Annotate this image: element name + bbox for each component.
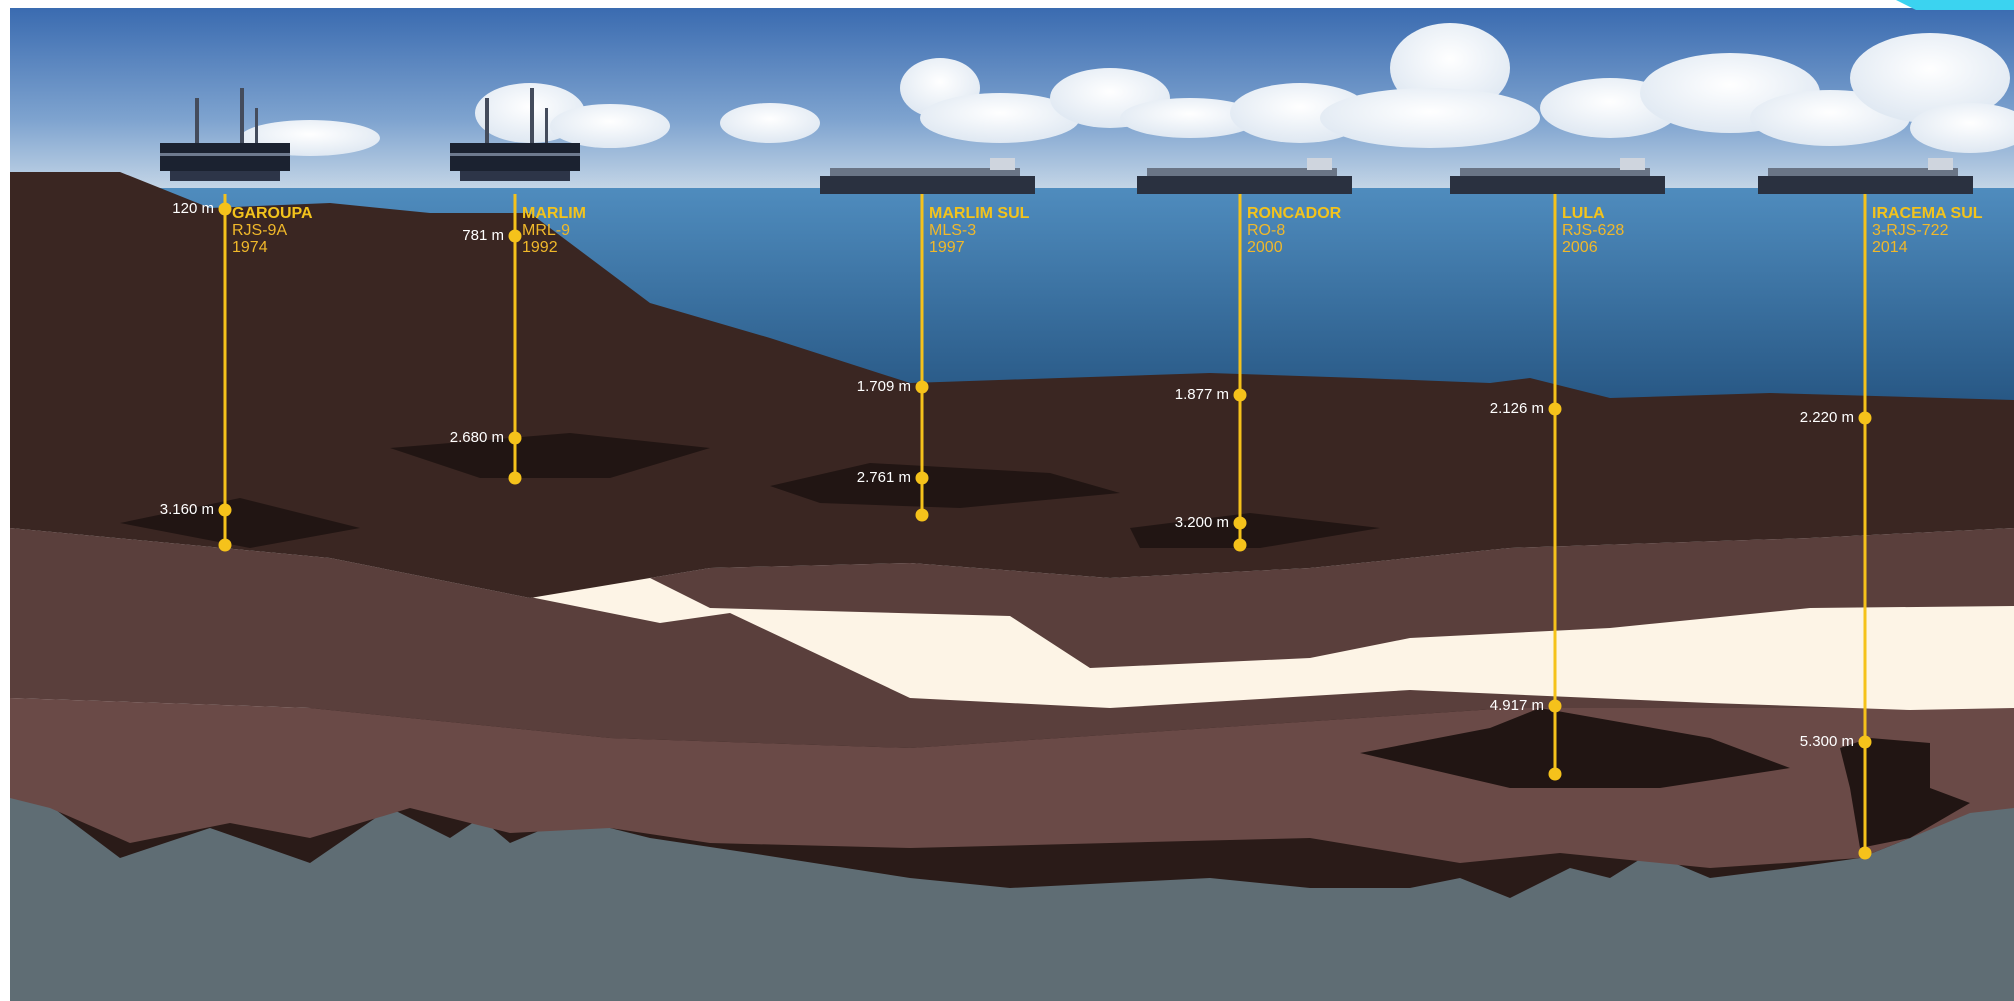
well-lines — [218, 194, 1872, 860]
field-name: LULA — [1562, 205, 1605, 222]
field-label-lula: LULA RJS-628 2006 — [1562, 205, 1624, 256]
platforms — [160, 88, 1973, 194]
reservoirs — [120, 433, 1970, 848]
field-year: 2000 — [1247, 239, 1283, 256]
field-label-roncador: RONCADOR RO-8 2000 — [1247, 205, 1341, 256]
depth-label: 2.126 m — [1489, 400, 1544, 417]
field-label-marlim-sul: MARLIM SUL MLS-3 1997 — [929, 205, 1029, 256]
fpso-ship-icon — [1137, 158, 1352, 194]
well-marker — [218, 538, 232, 552]
depth-label: 2.680 m — [449, 429, 504, 446]
field-label-marlim: MARLIM MRL-9 1992 — [522, 205, 586, 256]
well-marker — [1233, 538, 1247, 552]
field-name: RONCADOR — [1247, 205, 1342, 222]
field-name: GAROUPA — [232, 205, 313, 222]
cross-section-scene — [10, 8, 2014, 1001]
well-marker — [1548, 767, 1562, 781]
well-code: MLS-3 — [929, 222, 977, 239]
field-year: 1974 — [232, 239, 268, 256]
field-year: 1997 — [929, 239, 965, 256]
well-code: RJS-628 — [1562, 222, 1625, 239]
field-name: MARLIM — [522, 205, 586, 222]
field-year: 1992 — [522, 239, 558, 256]
well-marker — [218, 503, 232, 517]
well-code: MRL-9 — [522, 222, 571, 239]
depth-label: 2.761 m — [856, 469, 911, 486]
well-marker — [508, 431, 522, 445]
depth-label: 2.220 m — [1799, 409, 1854, 426]
field-label-garoupa: GAROUPA RJS-9A 1974 — [232, 205, 313, 256]
well-marker — [915, 380, 929, 394]
well-marker — [1858, 411, 1872, 425]
field-year: 2014 — [1872, 239, 1908, 256]
well-marker — [1548, 402, 1562, 416]
well-marker — [915, 471, 929, 485]
depth-label: 781 m — [462, 227, 504, 244]
field-name: MARLIM SUL — [929, 205, 1030, 222]
corner-accent — [1896, 0, 2014, 10]
well-marker — [508, 229, 522, 243]
diagram-frame: GAROUPA RJS-9A 1974 MARLIM MRL-9 1992 MA… — [10, 8, 2014, 1001]
clouds — [240, 23, 2014, 156]
depth-label: 1.877 m — [1174, 386, 1229, 403]
depth-label: 3.200 m — [1174, 514, 1229, 531]
fixed-platform-icon — [160, 88, 290, 181]
depth-label: 1.709 m — [856, 378, 911, 395]
well-marker — [1858, 846, 1872, 860]
fpso-ship-icon — [1758, 158, 1973, 194]
well-marker — [1548, 699, 1562, 713]
well-code: RJS-9A — [232, 222, 288, 239]
well-marker — [1233, 388, 1247, 402]
field-name: IRACEMA SUL — [1872, 205, 1983, 222]
fixed-platform-icon — [450, 88, 580, 181]
well-code: 3-RJS-722 — [1872, 222, 1949, 239]
well-marker — [1233, 516, 1247, 530]
fpso-ship-icon — [820, 158, 1035, 194]
salt-layer — [525, 573, 2014, 710]
upper-rock-layer — [10, 172, 2014, 598]
depth-label: 5.300 m — [1799, 733, 1854, 750]
well-marker — [915, 508, 929, 522]
depth-label: 3.160 m — [159, 501, 214, 518]
well-marker — [508, 471, 522, 485]
well-marker — [218, 202, 232, 216]
well-code: RO-8 — [1247, 222, 1286, 239]
depth-label: 120 m — [172, 200, 214, 217]
depth-label: 4.917 m — [1489, 697, 1544, 714]
field-year: 2006 — [1562, 239, 1598, 256]
field-label-iracema-sul: IRACEMA SUL 3-RJS-722 2014 — [1872, 205, 1983, 256]
well-marker — [1858, 735, 1872, 749]
fpso-ship-icon — [1450, 158, 1665, 194]
